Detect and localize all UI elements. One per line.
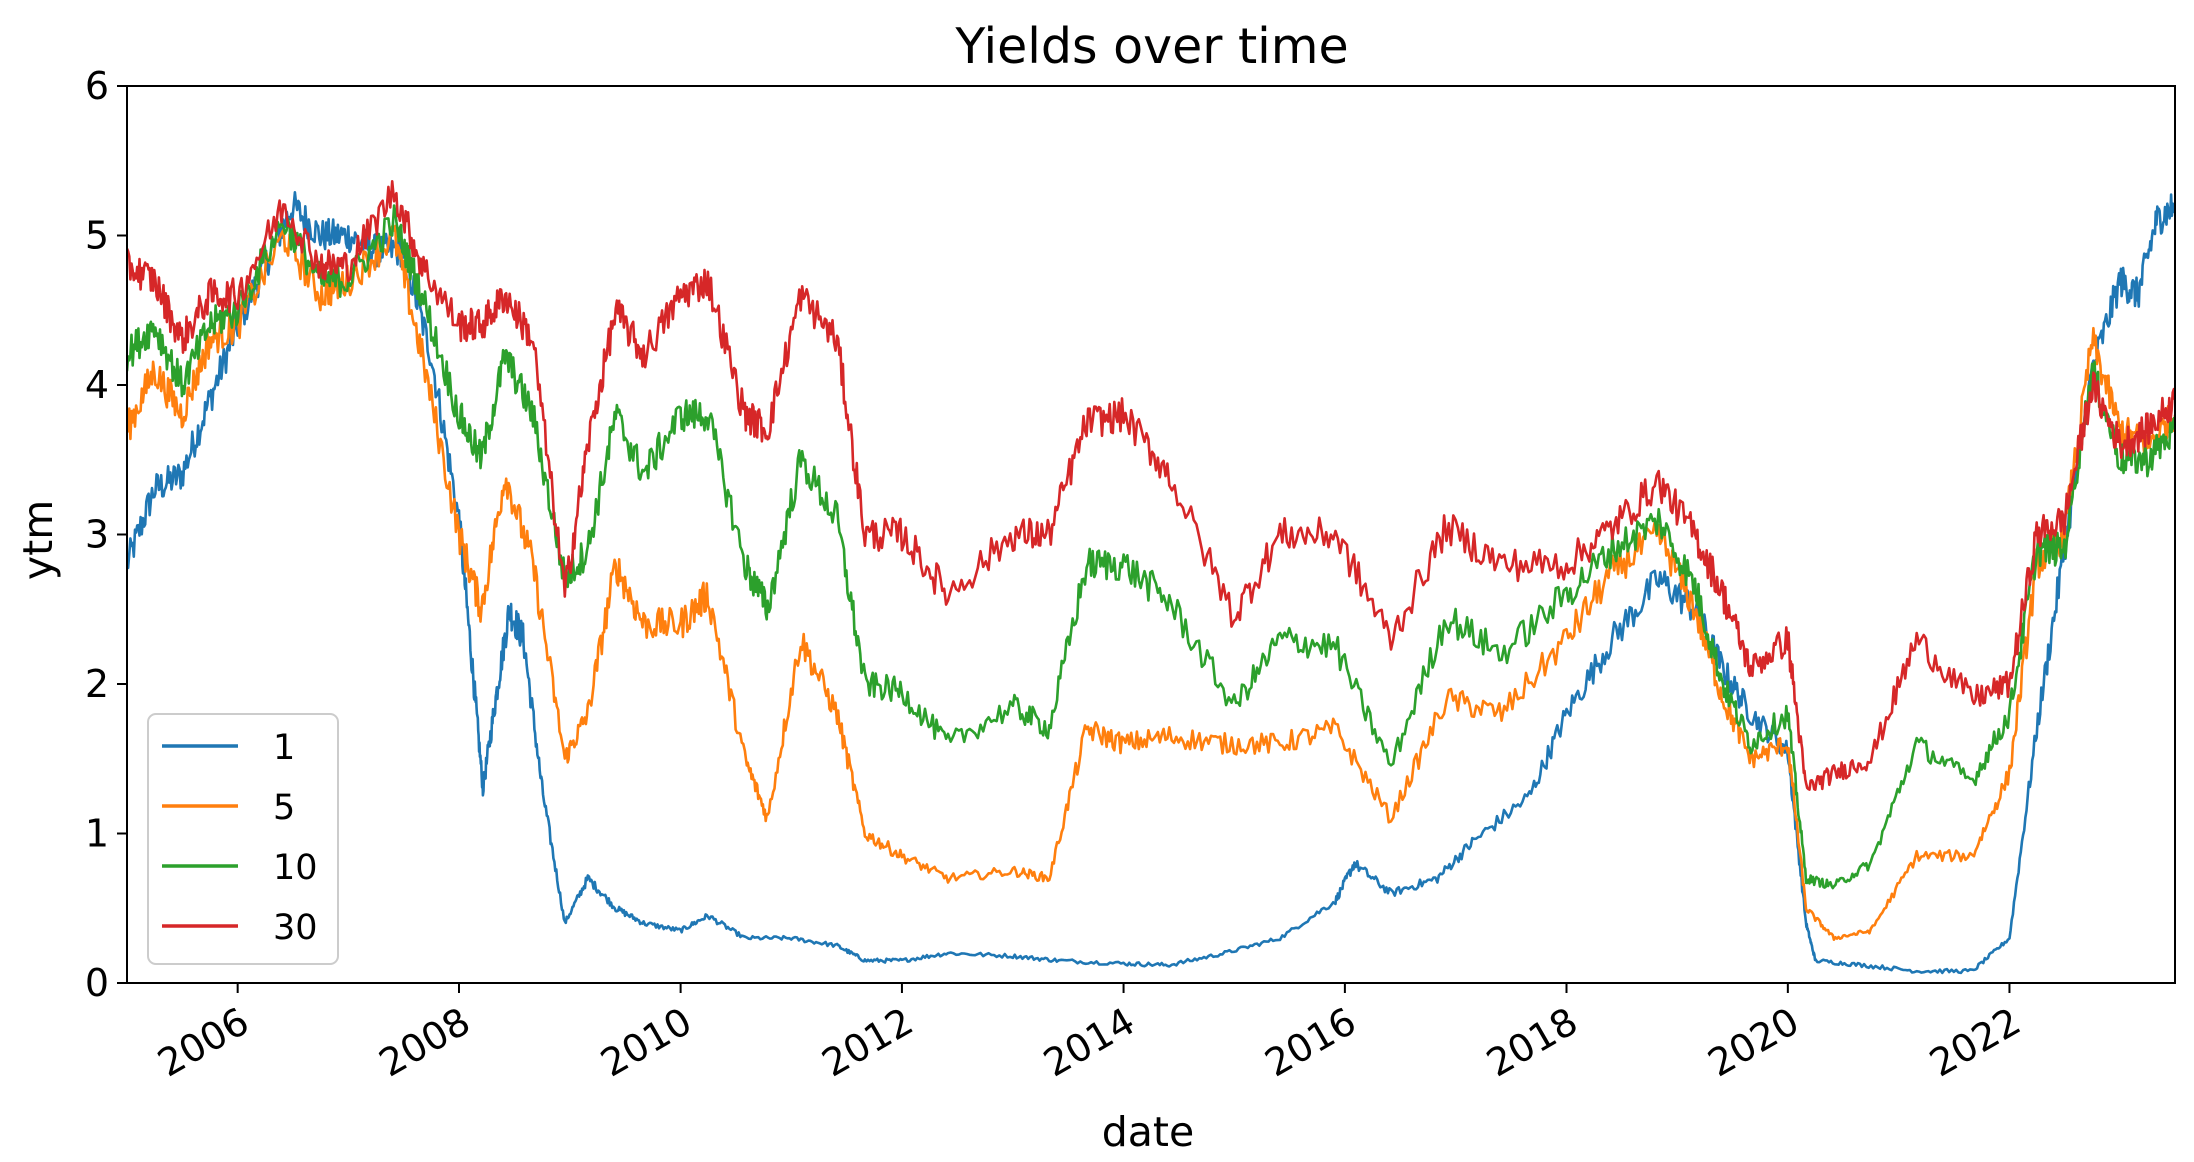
legend: 1 5 10 30 (147, 713, 339, 965)
y-tick-label: 3 (85, 513, 109, 557)
y-axis-title: ytm (14, 500, 62, 580)
y-tick-label: 2 (85, 662, 109, 706)
series-line-30 (127, 180, 2175, 791)
y-tick-label: 6 (85, 64, 109, 108)
legend-label-10: 10 (273, 848, 318, 888)
series-line-1 (127, 191, 2175, 975)
legend-box (147, 713, 339, 965)
series-line-10 (127, 204, 2175, 890)
y-tick-label: 1 (85, 812, 109, 856)
y-tick-label: 4 (85, 363, 109, 407)
chart-title: Yields over time (954, 18, 1348, 75)
y-tick-label: 0 (85, 961, 109, 1005)
series-line-5 (127, 224, 2175, 941)
y-axis: 0 1 2 3 4 5 6 (85, 64, 127, 1005)
y-tick-label: 5 (85, 214, 109, 258)
x-axis-title: date (1102, 1108, 1194, 1156)
plot-area (127, 180, 2175, 975)
legend-label-30: 30 (273, 908, 318, 948)
legend-label-1: 1 (273, 728, 295, 768)
legend-label-5: 5 (273, 788, 295, 828)
